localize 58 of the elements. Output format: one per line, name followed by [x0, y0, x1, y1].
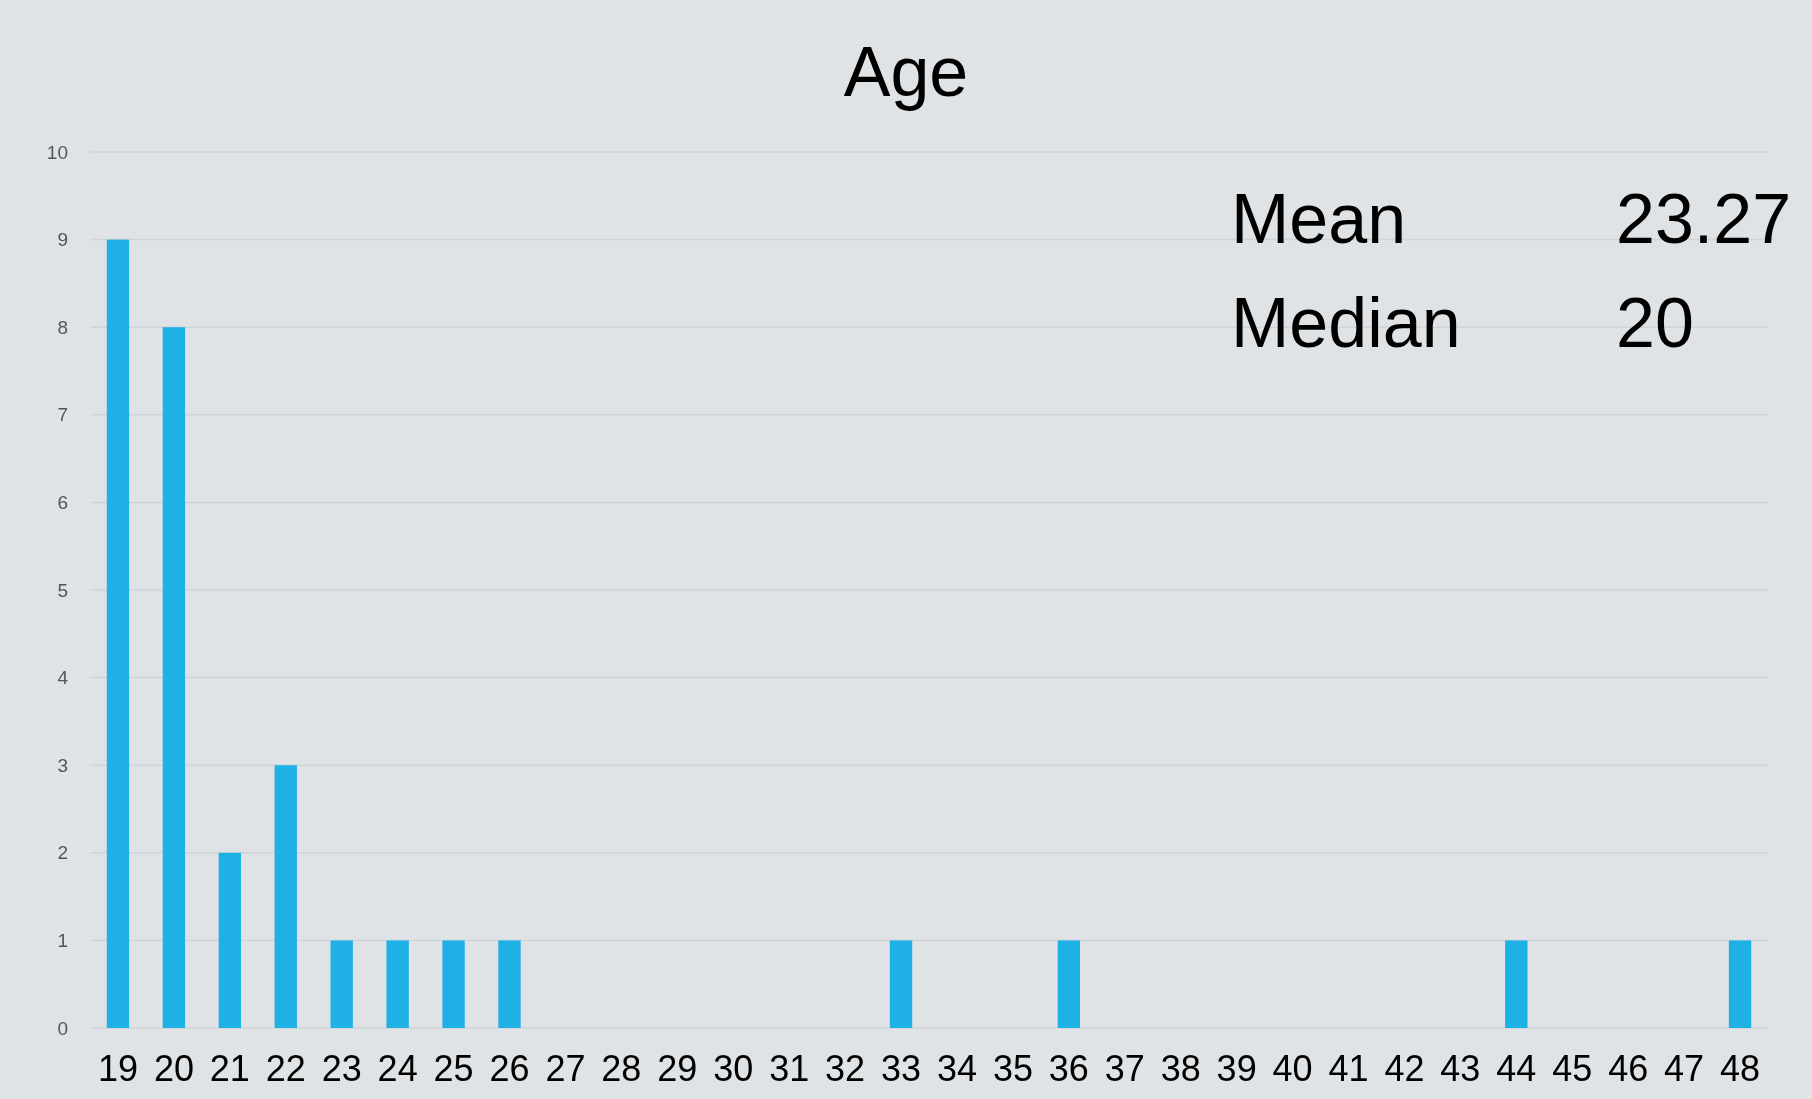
x-tick-label: 34	[936, 1048, 977, 1089]
x-tick-label: 24	[377, 1048, 418, 1089]
y-tick-label: 1	[57, 930, 68, 952]
bar	[330, 940, 353, 1028]
bar	[386, 940, 409, 1028]
x-tick-label: 20	[153, 1048, 194, 1089]
x-tick-label: 46	[1608, 1048, 1649, 1089]
chart-title: Age	[843, 33, 969, 111]
y-tick-label: 8	[57, 316, 68, 338]
x-tick-label: 42	[1384, 1048, 1425, 1089]
x-tick-label: 28	[601, 1048, 642, 1089]
bar	[498, 940, 521, 1028]
x-tick-label: 32	[825, 1048, 866, 1089]
y-tick-label: 9	[57, 229, 68, 251]
x-tick-label: 43	[1440, 1048, 1481, 1089]
bar	[1728, 940, 1752, 1028]
y-tick-label: 10	[46, 141, 68, 163]
x-tick-label: 38	[1160, 1048, 1201, 1089]
bar	[162, 327, 186, 1028]
y-tick-label: 3	[57, 754, 68, 776]
bar	[889, 940, 913, 1028]
bar	[218, 852, 242, 1028]
y-tick-label: 4	[57, 667, 69, 689]
x-tick-label: 22	[265, 1048, 306, 1089]
y-tick-label: 7	[57, 404, 68, 426]
x-tick-label: 47	[1664, 1048, 1705, 1089]
x-tick-label: 27	[545, 1048, 586, 1089]
x-tick-label: 31	[769, 1048, 810, 1089]
x-tick-label: 33	[881, 1048, 922, 1089]
x-tick-label: 35	[992, 1048, 1033, 1089]
y-tick-label: 6	[57, 492, 68, 514]
y-tick-label: 0	[57, 1017, 68, 1039]
x-tick-label: 21	[209, 1048, 250, 1089]
x-tick-label: 36	[1048, 1048, 1089, 1089]
x-tick-label: 26	[489, 1048, 530, 1089]
annotation: Mean	[1231, 180, 1407, 258]
x-tick-label: 39	[1216, 1048, 1257, 1089]
x-tick-label: 23	[321, 1048, 362, 1089]
x-tick-label: 40	[1272, 1048, 1313, 1089]
bar	[1057, 940, 1081, 1028]
x-tick-label: 29	[657, 1048, 698, 1089]
bar	[1505, 940, 1528, 1028]
annotation: 20	[1616, 284, 1694, 362]
y-tick-label: 2	[57, 842, 68, 864]
x-tick-label: 48	[1720, 1048, 1761, 1089]
annotation: 23.27	[1616, 180, 1792, 258]
x-tick-label: 19	[97, 1048, 138, 1089]
x-tick-label: 37	[1104, 1048, 1145, 1089]
bar	[106, 239, 130, 1028]
annotation: Median	[1231, 284, 1461, 362]
bar	[442, 940, 465, 1028]
x-tick-label: 45	[1552, 1048, 1593, 1089]
x-tick-label: 30	[713, 1048, 754, 1089]
bar	[274, 765, 297, 1028]
x-tick-label: 25	[433, 1048, 474, 1089]
x-tick-label: 41	[1328, 1048, 1369, 1089]
x-tick-label: 44	[1496, 1048, 1537, 1089]
y-tick-label: 5	[57, 579, 68, 601]
